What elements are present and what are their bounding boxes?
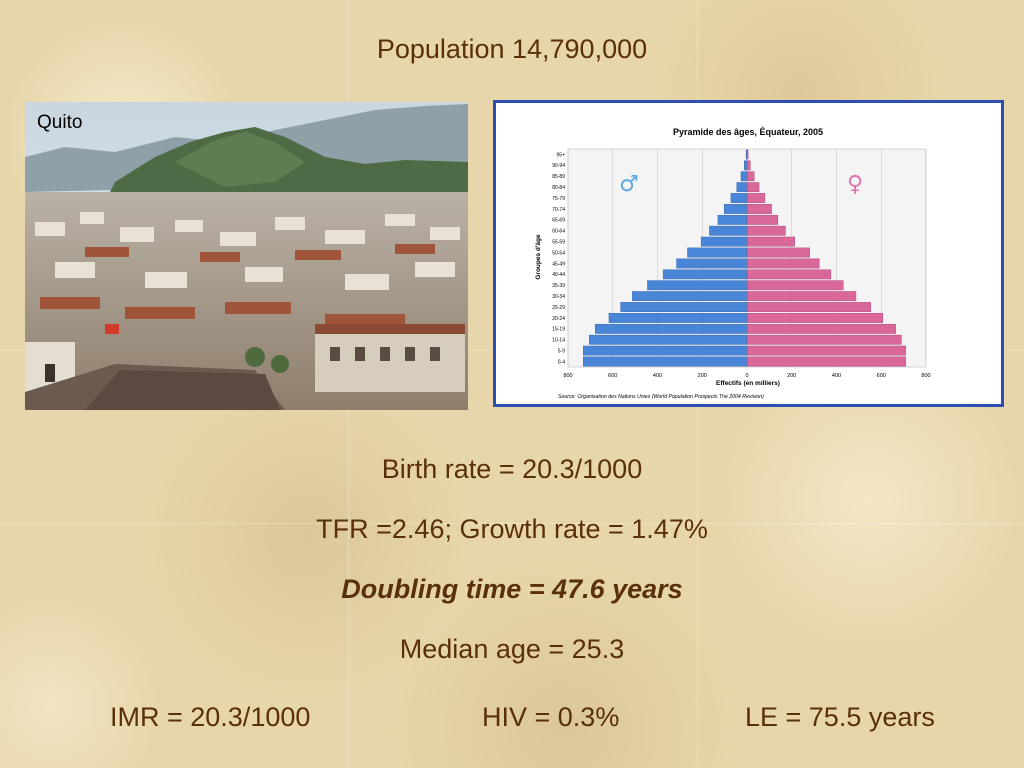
female-bar: [746, 258, 820, 269]
age-group-label: 15-19: [552, 327, 565, 333]
age-group-label: 35-39: [552, 283, 565, 289]
female-bar: [746, 236, 795, 247]
background-seam: [0, 523, 1024, 524]
photo-caption: Quito: [37, 112, 83, 133]
median-age-stat: Median age = 25.3: [399, 634, 625, 664]
age-group-label: 80-84: [552, 185, 565, 191]
female-bar: [746, 345, 907, 356]
male-bar: [662, 269, 748, 280]
age-group-label: 90-94: [552, 163, 565, 169]
x-tick-label: 0: [745, 373, 748, 379]
life-expectancy-stat: LE = 75.5 years: [745, 702, 935, 732]
male-bar: [608, 313, 748, 323]
age-group-label: 60-64: [552, 229, 565, 235]
age-group-label: 5-9: [558, 348, 565, 354]
x-tick-label: 400: [653, 373, 662, 379]
male-bar: [740, 171, 748, 182]
female-bar: [746, 356, 907, 367]
male-bar: [583, 345, 748, 356]
male-symbol-legend: ♂: [619, 172, 639, 197]
female-bar: [746, 182, 760, 193]
x-tick-label: 800: [921, 373, 930, 379]
tfr-growth-stat: TFR =2.46; Growth rate = 1.47%: [316, 514, 708, 544]
x-tick-label: 200: [787, 373, 796, 379]
pyramid-svg: Pyramide des âges, Équateur, 2005 800 600…: [535, 127, 931, 400]
x-tick-label: 200: [698, 373, 707, 379]
age-group-label: 40-44: [552, 272, 565, 278]
age-group-label: 30-34: [552, 294, 565, 300]
female-bar: [746, 225, 786, 236]
female-bar: [746, 302, 871, 312]
male-bar: [730, 193, 748, 203]
doubling-time-stat: Doubling time = 47.6 years: [341, 574, 683, 604]
female-bar: [746, 269, 832, 280]
male-bar: [589, 334, 748, 345]
age-group-label: 65-69: [552, 218, 565, 224]
x-tick-label: 800: [563, 373, 572, 379]
female-bar: [746, 160, 751, 171]
age-group-label: 0-4: [558, 359, 565, 365]
population-heading: Population 14,790,000: [376, 34, 648, 64]
birth-rate-stat: Birth rate = 20.3/1000: [381, 454, 643, 484]
hiv-stat: HIV = 0.3%: [482, 702, 620, 732]
age-group-label: 20-24: [552, 316, 565, 322]
age-group-label: 70-74: [552, 207, 565, 213]
age-group-label: 50-54: [552, 250, 565, 256]
female-bar: [746, 193, 766, 203]
female-bar: [746, 214, 779, 225]
male-bar: [647, 280, 748, 291]
female-bar: [746, 323, 896, 334]
y-axis-label: Groupes d'âge: [535, 234, 542, 280]
male-bar: [717, 214, 748, 225]
age-group-label: 45-49: [552, 261, 565, 267]
age-group-label: 55-59: [552, 239, 565, 245]
male-bar: [632, 291, 748, 302]
female-bar: [746, 171, 755, 182]
male-bar: [687, 247, 748, 258]
male-bar: [620, 302, 748, 312]
chart-title: Pyramide des âges, Équateur, 2005: [673, 127, 823, 137]
female-bar: [746, 149, 749, 160]
quito-photo: Quito: [25, 102, 468, 410]
female-bar: [746, 247, 810, 258]
population-pyramid-chart: Pyramide des âges, Équateur, 2005 800 600…: [493, 100, 1004, 407]
age-group-label: 75-79: [552, 196, 565, 202]
male-bar: [583, 356, 748, 367]
female-bar: [746, 291, 857, 302]
male-bar: [736, 182, 748, 193]
x-tick-label: 400: [832, 373, 841, 379]
female-bar: [746, 334, 902, 345]
city-illustration: [25, 102, 468, 410]
male-bar: [723, 204, 748, 214]
male-bar: [676, 258, 748, 269]
age-group-label: 85-89: [552, 174, 565, 180]
age-group-label: 95+: [557, 152, 566, 158]
female-symbol-legend: ♀: [847, 172, 863, 197]
age-group-label: 10-14: [552, 338, 565, 344]
x-tick-label: 600: [877, 373, 886, 379]
male-bar: [709, 225, 748, 236]
male-bar: [595, 323, 748, 334]
female-bar: [746, 204, 772, 214]
male-bar: [700, 236, 748, 247]
x-tick-label: 600: [608, 373, 617, 379]
chart-source: Source: Organisation des Nations Unies (…: [558, 394, 764, 400]
female-bar: [746, 313, 884, 323]
female-bar: [746, 280, 844, 291]
x-axis-label: Effectifs (en milliers): [716, 380, 780, 387]
male-bar: [744, 160, 748, 171]
imr-stat: IMR = 20.3/1000: [110, 702, 311, 732]
age-group-label: 25-29: [552, 305, 565, 311]
